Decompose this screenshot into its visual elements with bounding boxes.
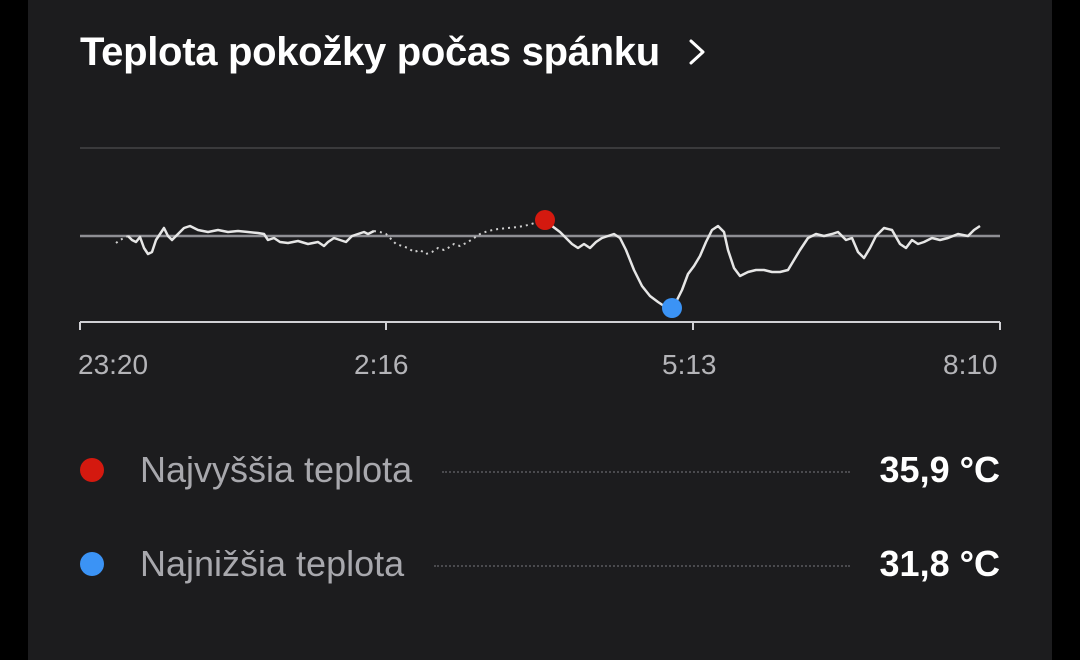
max-temperature-label: Najvyššia teplota [140,449,413,490]
max-temperature-leader [442,471,850,473]
x-tick-label-1: 23:20 [78,349,149,380]
min-temperature-label: Najnižšia teplota [140,543,405,584]
chevron-right-icon[interactable] [686,37,708,67]
x-tick-label-2: 2:16 [354,349,409,380]
min-temperature-value: 31,8 °C [879,543,1000,584]
max-temperature-dot [80,458,104,482]
temperature-chart: 23:20 2:16 5:13 8:10 [28,130,1052,390]
legend-row-min: Najnižšia teplota 31,8 °C [80,534,1000,594]
temperature-line-segment-2 [543,219,981,310]
x-tick-label-3: 5:13 [662,349,717,380]
card-header[interactable]: Teplota pokožky počas spánku [80,24,708,80]
temperature-line-dotted [115,235,129,244]
temperature-line-segment-1 [127,224,375,256]
legend-row-max: Najvyššia teplota 35,9 °C [80,440,1000,500]
max-temperature-marker [535,210,555,230]
skin-temperature-card: Teplota pokožky počas spánku 23:20 2:16 … [28,0,1052,660]
card-title: Teplota pokožky počas spánku [80,29,660,74]
max-temperature-value: 35,9 °C [879,449,1000,490]
x-tick-label-4: 8:10 [943,349,998,380]
min-temperature-marker [662,298,682,318]
min-temperature-dot [80,552,104,576]
chart-plot [79,147,1001,330]
min-temperature-leader [434,565,850,567]
